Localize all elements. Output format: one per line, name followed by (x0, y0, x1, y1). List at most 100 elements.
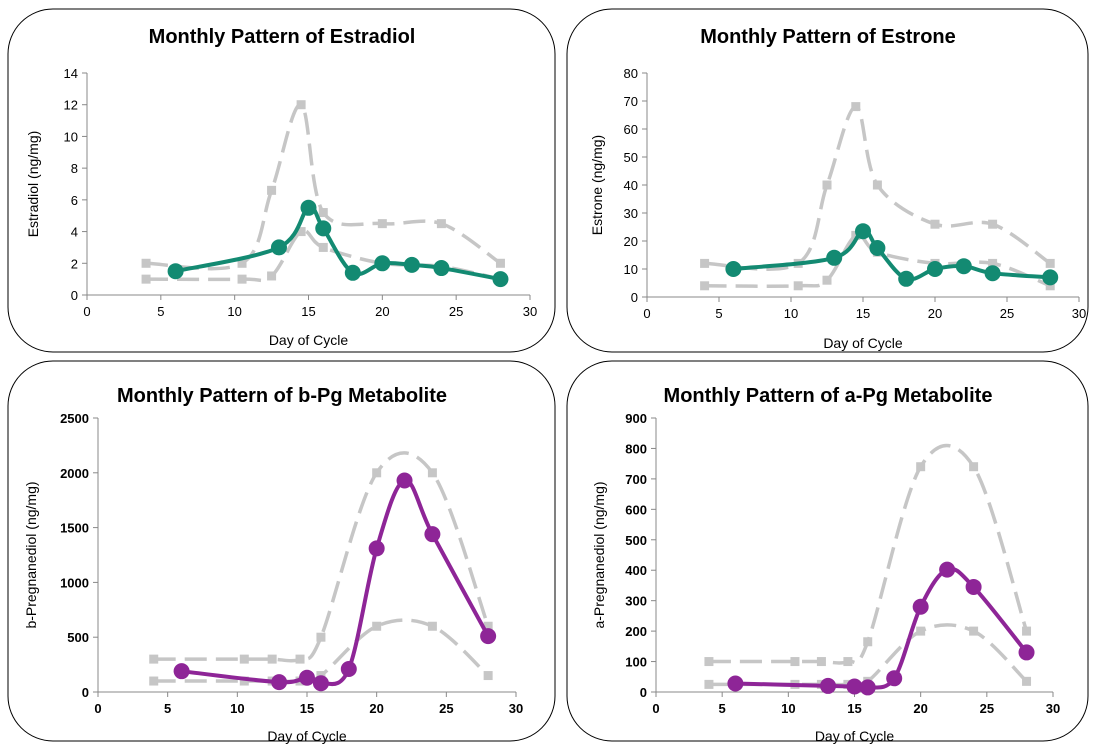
data-point-lower-range (916, 626, 926, 636)
x-tick-label: 25 (1000, 306, 1014, 321)
data-point-upper-range (237, 258, 247, 268)
data-point-main (898, 270, 915, 287)
y-tick-label: 0 (631, 290, 638, 305)
x-axis-label: Day of Cycle (823, 335, 903, 351)
x-tick-label: 5 (157, 304, 164, 319)
data-point-upper-range (969, 462, 979, 472)
data-point-main (271, 674, 288, 691)
y-tick-label: 30 (624, 206, 638, 221)
x-axis-label: Day of Cycle (269, 332, 349, 348)
chart-panel-2: Monthly Pattern of Estrone 0 5 10 15 20 25 30 0 1… (566, 8, 1089, 353)
data-point-upper-range (704, 657, 714, 667)
data-point-lower-range (988, 258, 998, 268)
x-tick-label: 10 (230, 701, 244, 716)
chart-frame (7, 8, 556, 353)
data-point-upper-range (427, 468, 437, 478)
data-point-main (1042, 269, 1059, 286)
x-tick-label: 5 (715, 306, 722, 321)
data-point-main (344, 264, 361, 281)
data-point-lower-range (969, 626, 979, 636)
y-tick-label: 8 (71, 161, 78, 176)
data-point-upper-range (1045, 258, 1055, 268)
data-point-upper-range (988, 219, 998, 229)
y-tick-label: 1000 (60, 575, 89, 590)
data-point-upper-range (436, 219, 446, 229)
x-tick-label: 25 (980, 701, 994, 716)
x-tick-label: 25 (449, 304, 463, 319)
x-tick-label: 30 (1072, 306, 1086, 321)
y-tick-label: 100 (625, 655, 647, 670)
data-point-main (396, 472, 413, 489)
y-tick-label: 2 (71, 256, 78, 271)
data-point-main (955, 258, 972, 275)
x-tick-label: 0 (83, 304, 90, 319)
data-point-lower-range (700, 281, 710, 291)
data-point-upper-range (318, 208, 328, 218)
data-point-lower-range (149, 676, 159, 686)
y-tick-label: 500 (67, 630, 89, 645)
series-line-upper-range (153, 451, 490, 663)
data-point-main (984, 265, 1001, 282)
data-point-main (424, 526, 441, 543)
data-point-main (725, 261, 742, 277)
chart-title: Monthly Pattern of b-Pg Metabolite (117, 385, 447, 407)
y-tick-label: 400 (625, 563, 647, 578)
x-tick-label: 20 (928, 306, 942, 321)
data-point-upper-range (851, 102, 861, 112)
data-point-lower-range (267, 271, 277, 281)
y-tick-label: 4 (71, 225, 78, 240)
y-tick-label: 200 (625, 624, 647, 639)
y-tick-label: 1500 (60, 521, 89, 536)
chart-frame (566, 360, 1089, 742)
data-point-upper-range (141, 258, 151, 268)
data-point-main (340, 660, 357, 677)
x-tick-label: 5 (164, 701, 171, 716)
data-point-upper-range (495, 258, 505, 268)
y-tick-label: 12 (64, 98, 78, 113)
y-tick-label: 700 (625, 472, 647, 487)
data-point-lower-range (1045, 281, 1055, 291)
y-tick-label: 10 (624, 262, 638, 277)
y-tick-label: 500 (625, 533, 647, 548)
x-tick-label: 25 (439, 701, 453, 716)
y-tick-label: 80 (624, 66, 638, 81)
data-point-upper-range (916, 462, 926, 472)
y-tick-label: 0 (82, 685, 89, 700)
data-point-main (368, 540, 385, 557)
data-point-upper-range (822, 180, 832, 190)
x-tick-label: 15 (301, 304, 315, 319)
x-tick-label: 10 (227, 304, 241, 319)
x-tick-label: 20 (913, 701, 927, 716)
data-point-main (167, 263, 184, 280)
y-tick-label: 800 (625, 441, 647, 456)
data-point-main (270, 239, 287, 256)
data-point-lower-range (427, 621, 437, 631)
y-tick-label: 60 (624, 122, 638, 137)
data-point-lower-range (1022, 676, 1032, 686)
data-point-main (820, 677, 837, 694)
x-tick-label: 20 (375, 304, 389, 319)
x-tick-label: 5 (719, 701, 726, 716)
data-point-lower-range (296, 227, 306, 237)
data-point-upper-range (483, 621, 493, 631)
chart-title: Monthly Pattern of a-Pg Metabolite (664, 385, 993, 407)
y-axis-label: Estradiol (ng/mg) (25, 131, 41, 238)
data-point-lower-range (237, 274, 247, 284)
data-point-main (403, 256, 420, 273)
data-point-upper-range (872, 180, 882, 190)
y-tick-label: 2000 (60, 466, 89, 481)
data-point-main (886, 670, 903, 687)
data-point-upper-range (700, 258, 710, 268)
x-tick-label: 10 (781, 701, 795, 716)
y-axis-label: b-Pregnanediol (ng/mg) (23, 481, 39, 628)
data-point-upper-range (295, 654, 305, 664)
data-point-main (727, 675, 744, 692)
data-point-upper-range (267, 185, 277, 195)
data-point-main (965, 578, 982, 595)
data-point-main (374, 255, 391, 272)
data-point-lower-range (793, 281, 803, 291)
data-point-upper-range (267, 654, 277, 664)
y-tick-label: 20 (624, 234, 638, 249)
data-point-lower-range (318, 242, 328, 252)
